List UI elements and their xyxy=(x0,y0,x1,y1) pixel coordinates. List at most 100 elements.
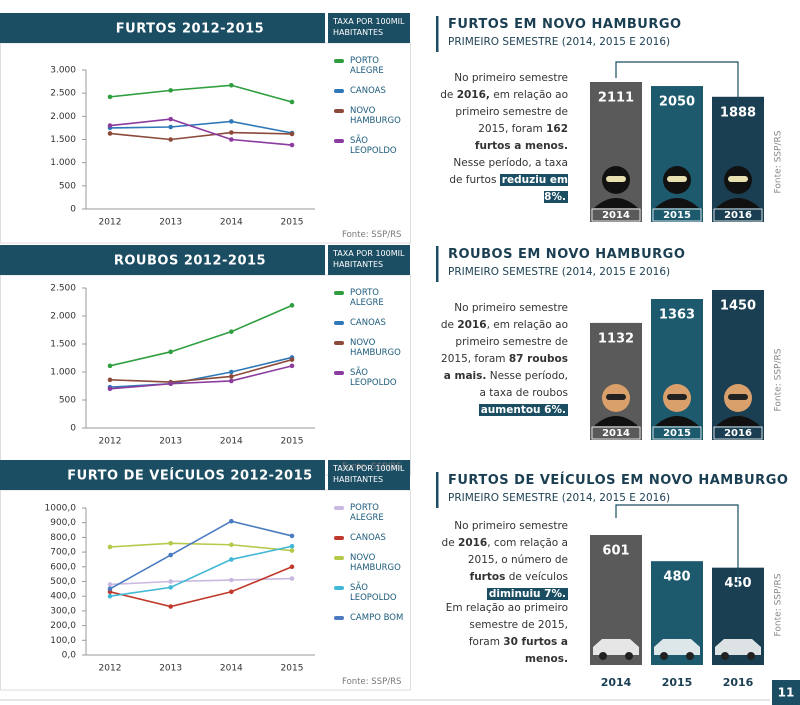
bar-label: 1888 xyxy=(720,105,756,120)
chart-title: FURTO DE VEÍCULOS 2012-2015 xyxy=(67,468,312,484)
paragraph: No primeiro semestre de 2016, com relaçã… xyxy=(440,518,568,603)
series-line xyxy=(109,118,293,146)
series-line xyxy=(109,120,293,134)
wheel xyxy=(747,652,755,660)
legend-item: SÃO LEOPOLDO xyxy=(334,136,404,156)
series-line xyxy=(109,131,293,141)
legend-label: SÃO LEOPOLDO xyxy=(350,583,397,603)
point xyxy=(229,137,234,142)
point xyxy=(289,303,295,308)
title-rule xyxy=(436,246,439,282)
point xyxy=(107,544,113,550)
car xyxy=(715,639,761,655)
car xyxy=(654,639,700,655)
note-box xyxy=(328,13,410,43)
point xyxy=(289,548,295,553)
point xyxy=(168,585,173,590)
y-tick-label: 1.000 xyxy=(50,368,76,378)
bar-label: 2111 xyxy=(598,91,634,106)
y-tick-label: 2.500 xyxy=(50,89,76,99)
legend-item: PORTO ALEGRE xyxy=(334,503,404,523)
chart-header xyxy=(0,13,325,43)
text-run: Nesse período, a taxa de furtos xyxy=(449,157,568,186)
legend-label: SÃO LEOPOLDO xyxy=(350,136,397,156)
year-label: 2014 xyxy=(602,210,630,221)
point xyxy=(168,604,173,609)
point xyxy=(107,377,113,383)
text-run: 30 furtos a menos. xyxy=(503,636,568,665)
y-tick-label: 2.500 xyxy=(50,284,76,294)
series-line xyxy=(109,545,293,597)
y-tick-label: 2.000 xyxy=(50,312,76,322)
point xyxy=(229,577,234,583)
point xyxy=(168,116,173,122)
point xyxy=(229,82,234,88)
y-tick-label: 200,0 xyxy=(50,621,76,631)
point xyxy=(168,381,173,387)
point xyxy=(229,329,234,334)
year-box xyxy=(652,208,702,222)
point xyxy=(107,593,113,599)
y-tick-label: 900,0 xyxy=(50,518,76,528)
point xyxy=(289,142,295,148)
paragraph: No primeiro semestre de 2016, em relação… xyxy=(440,70,568,206)
figure-body xyxy=(655,198,699,208)
text-run: , com relação a 2015, o número de xyxy=(467,537,568,566)
year-label: 2016 xyxy=(724,428,752,439)
x-tick-label: 2012 xyxy=(99,664,122,674)
x-tick-label: 2014 xyxy=(220,218,243,228)
legend-label: CAMPO BOM xyxy=(350,613,404,623)
y-tick-label: 0,0 xyxy=(62,651,77,661)
panel-title: ROUBOS EM NOVO HAMBURGO xyxy=(448,247,686,262)
legend-label: CANOAS xyxy=(350,86,386,96)
page-number-box xyxy=(772,680,800,705)
title-rule xyxy=(436,472,439,508)
figure-body xyxy=(655,416,699,426)
year-box xyxy=(713,208,763,222)
text-run: 2016 xyxy=(457,319,487,331)
y-tick-label: 1.500 xyxy=(50,135,76,145)
bar-label: 601 xyxy=(602,544,629,559)
source: Fonte: SSP/RS xyxy=(342,230,402,240)
legend-swatch xyxy=(334,291,344,295)
legend-item: SÃO LEOPOLDO xyxy=(334,368,404,388)
point xyxy=(229,369,234,375)
point xyxy=(289,131,295,137)
year-label: 2015 xyxy=(663,428,691,439)
paragraph: Em relação ao primeiro semestre de 2015,… xyxy=(440,600,568,668)
y-tick-label: 500 xyxy=(59,396,76,406)
y-tick-label: 0 xyxy=(70,205,76,215)
figure-eyes xyxy=(667,394,687,400)
point xyxy=(229,130,234,135)
note-box xyxy=(328,460,410,490)
text-run: de veículos xyxy=(505,571,568,583)
point xyxy=(289,543,295,549)
point xyxy=(229,542,234,548)
note: TAXA POR 100MIL HABITANTES xyxy=(333,17,405,37)
paragraph: No primeiro semestre de 2016, em relação… xyxy=(440,300,568,419)
legend: PORTO ALEGRE CANOAS NOVO HAMBURGO SÃO LEOPO… xyxy=(334,288,404,398)
y-tick-label: 600,0 xyxy=(50,562,76,572)
figure-body xyxy=(594,198,638,208)
panel-subtitle: PRIMEIRO SEMESTRE (2014, 2015 E 2016) xyxy=(448,492,671,504)
legend-swatch xyxy=(334,556,344,560)
series-line xyxy=(109,358,293,383)
y-tick-label: 3.000 xyxy=(50,66,76,76)
legend-swatch xyxy=(334,616,344,620)
year-label: 2015 xyxy=(662,676,693,689)
text-run: reduziu em 8%. xyxy=(499,174,568,203)
chart-header xyxy=(0,245,325,275)
x-tick-label: 2015 xyxy=(281,437,304,447)
legend-label: SÃO LEOPOLDO xyxy=(350,368,397,388)
legend-label: CANOAS xyxy=(350,533,386,543)
year-box xyxy=(713,426,763,440)
legend-label: NOVO HAMBURGO xyxy=(350,338,401,358)
point xyxy=(229,374,234,379)
connector xyxy=(615,61,739,112)
point xyxy=(107,582,113,587)
source: Fonte: SSP/RS xyxy=(774,130,784,193)
text-run: 2016 xyxy=(458,537,488,549)
text-run: 162 furtos a menos. xyxy=(474,123,568,152)
legend-item: SÃO LEOPOLDO xyxy=(334,583,404,603)
